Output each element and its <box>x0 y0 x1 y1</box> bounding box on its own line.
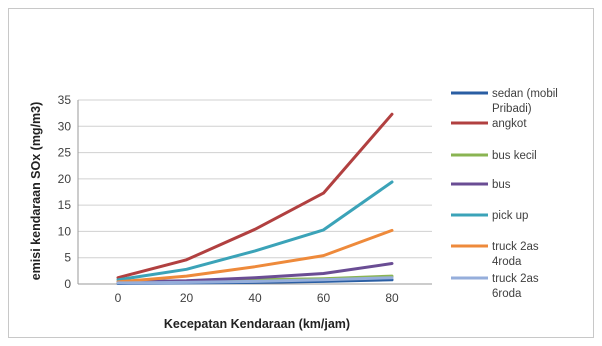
y-tick-label: 10 <box>58 224 72 238</box>
series-line <box>116 112 394 280</box>
legend-label: sedan (mobil Pribadi) <box>492 88 558 115</box>
y-axis-title: emisi kendaraan SOx (mg/m3) <box>29 102 43 281</box>
y-tick-label: 25 <box>58 146 72 160</box>
y-tick-label: 0 <box>64 277 71 291</box>
legend-label: truck 2as 4roda <box>492 241 539 268</box>
x-tick-label: 20 <box>180 291 194 305</box>
y-tick-label: 20 <box>58 172 72 186</box>
x-tick-label: 60 <box>317 291 331 305</box>
x-tick-label: 40 <box>248 291 262 305</box>
series-line <box>116 276 394 285</box>
legend-label: pick up <box>492 210 528 222</box>
legend: sedan (mobil Pribadi) angkot bus kecil bus pi… <box>451 88 558 300</box>
x-tick-label: 0 <box>115 291 122 305</box>
legend-label: bus kecil <box>492 150 537 162</box>
y-tick-label: 35 <box>58 93 72 107</box>
axes: 0 5 10 15 20 25 30 35 0 20 40 60 80 <box>58 93 432 305</box>
series-line <box>116 228 394 284</box>
x-axis-title: Kecepatan Kendaraan (km/jam) <box>164 317 350 331</box>
legend-label: angkot <box>492 118 527 130</box>
legend-label: bus <box>492 179 511 191</box>
y-tick-label: 30 <box>58 119 72 133</box>
gridlines <box>78 99 432 259</box>
y-tick-label: 5 <box>64 251 71 265</box>
series-line <box>116 180 394 282</box>
legend-label: truck 2as 6roda <box>492 273 539 300</box>
x-tick-label: 80 <box>385 291 399 305</box>
y-tick-label: 15 <box>58 198 72 212</box>
series-lines <box>116 112 394 285</box>
